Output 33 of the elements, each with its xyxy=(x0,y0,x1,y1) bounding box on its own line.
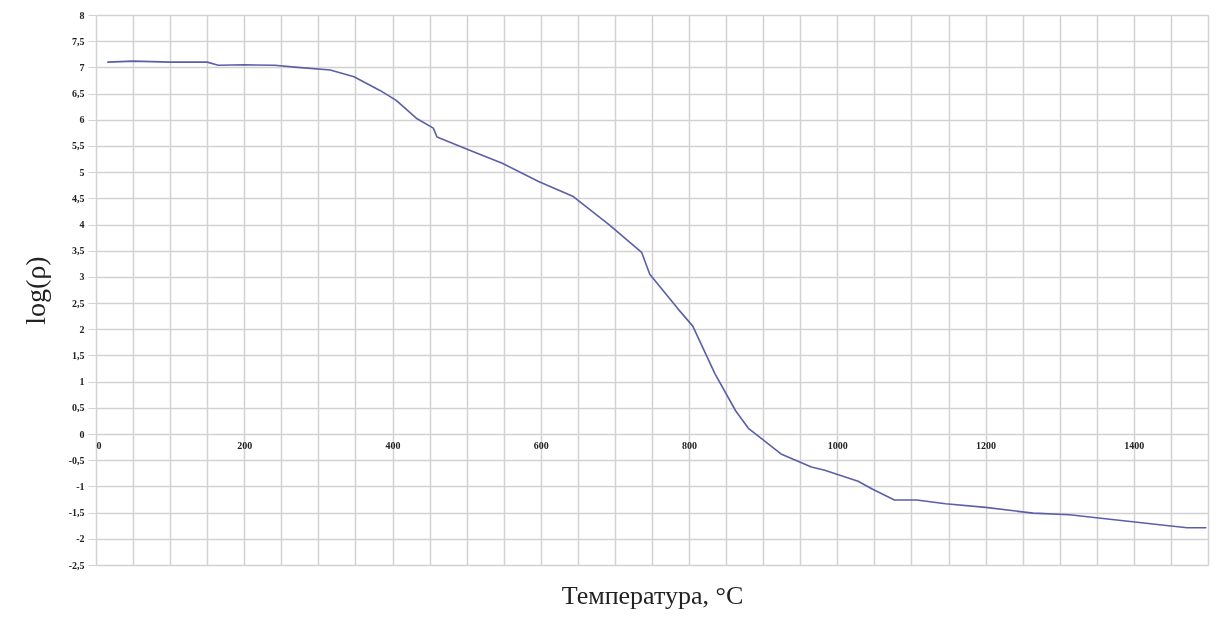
y-tick-label: 1,5 xyxy=(72,349,85,361)
y-tick-label: 6 xyxy=(79,114,85,126)
y-tick-label: 5,5 xyxy=(72,140,85,152)
x-tick-label: 400 xyxy=(385,439,401,451)
y-tick-label: 1 xyxy=(79,376,85,388)
x-axis-title: Температура, °C xyxy=(561,580,744,610)
y-tick-label: 3,5 xyxy=(72,245,85,257)
y-tick-label: 0 xyxy=(79,428,85,440)
y-tick-label: 3 xyxy=(79,271,85,283)
y-tick-label: 4 xyxy=(79,219,85,231)
y-tick-label: -1 xyxy=(76,480,85,492)
y-tick-label: 4,5 xyxy=(72,192,85,204)
x-tick-label: 1200 xyxy=(976,439,997,451)
line-series xyxy=(107,60,1207,529)
y-tick-label: 5 xyxy=(79,166,85,178)
x-tick-label: 1400 xyxy=(1124,439,1145,451)
y-axis-title: log(ρ) xyxy=(19,256,51,325)
x-tick-label: 0 xyxy=(96,439,102,451)
y-tick-label: 7 xyxy=(79,61,85,73)
y-tick-label: -0,5 xyxy=(68,454,85,466)
y-tick-label: 0,5 xyxy=(72,402,85,414)
y-tick-label: -2 xyxy=(76,533,85,545)
x-tick-label: 1000 xyxy=(827,439,848,451)
x-tick-label: 600 xyxy=(533,439,549,451)
y-tick-label: -2,5 xyxy=(68,559,85,571)
y-tick-label: 8 xyxy=(79,9,85,21)
y-tick-label: -1,5 xyxy=(68,507,85,519)
y-tick-label: 2,5 xyxy=(72,297,85,309)
x-tick-label: 800 xyxy=(682,439,698,451)
y-tick-label: 2 xyxy=(79,323,85,335)
x-tick-label: 200 xyxy=(237,439,253,451)
y-tick-label: 7,5 xyxy=(72,35,85,47)
y-tick-label: 6,5 xyxy=(72,88,85,100)
